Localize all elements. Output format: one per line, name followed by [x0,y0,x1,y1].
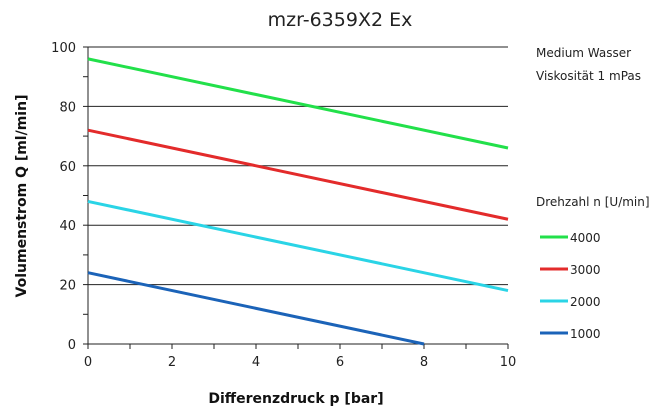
x-tick-label-6: 6 [336,355,344,370]
x-tick-label-0: 0 [84,355,92,370]
legend-label-3000: 3000 [570,263,601,277]
y-tick-label-0: 0 [68,338,76,353]
axes [83,46,509,349]
y-axis-label: Volumenstrom Q [ml/min] [14,95,30,298]
note-medium: Medium Wasser [536,46,631,60]
grid [88,46,508,286]
legend-label-2000: 2000 [570,295,601,309]
legend: 4000 3000 2000 1000 [540,231,601,341]
series-line-4000 [87,57,509,150]
series-line-3000 [87,128,509,221]
x-axis-label: Differenzdruck p [bar] [208,391,383,407]
x-tick-labels: 0 2 4 6 8 10 [84,355,516,370]
x-tick-label-2: 2 [168,355,176,370]
legend-label-4000: 4000 [570,231,601,245]
series-line-2000 [87,199,509,293]
y-tick-labels: 0 20 40 60 80 100 [51,41,76,353]
series-line-1000 [87,271,425,346]
y-tick-label-40: 40 [59,219,76,234]
y-tick-label-60: 60 [59,160,76,175]
x-tick-label-10: 10 [500,355,517,370]
legend-label-1000: 1000 [570,327,601,341]
y-tick-label-20: 20 [59,279,76,294]
x-tick-label-8: 8 [420,355,428,370]
y-tick-label-100: 100 [51,41,76,56]
x-tick-label-4: 4 [252,355,260,370]
series-layer [87,57,509,346]
chart-title: mzr-6359X2 Ex [268,9,413,31]
note-viscosity: Viskosität 1 mPas [536,69,641,83]
y-tick-label-80: 80 [59,100,76,115]
legend-title: Drehzahl n [U/min] [536,195,650,209]
